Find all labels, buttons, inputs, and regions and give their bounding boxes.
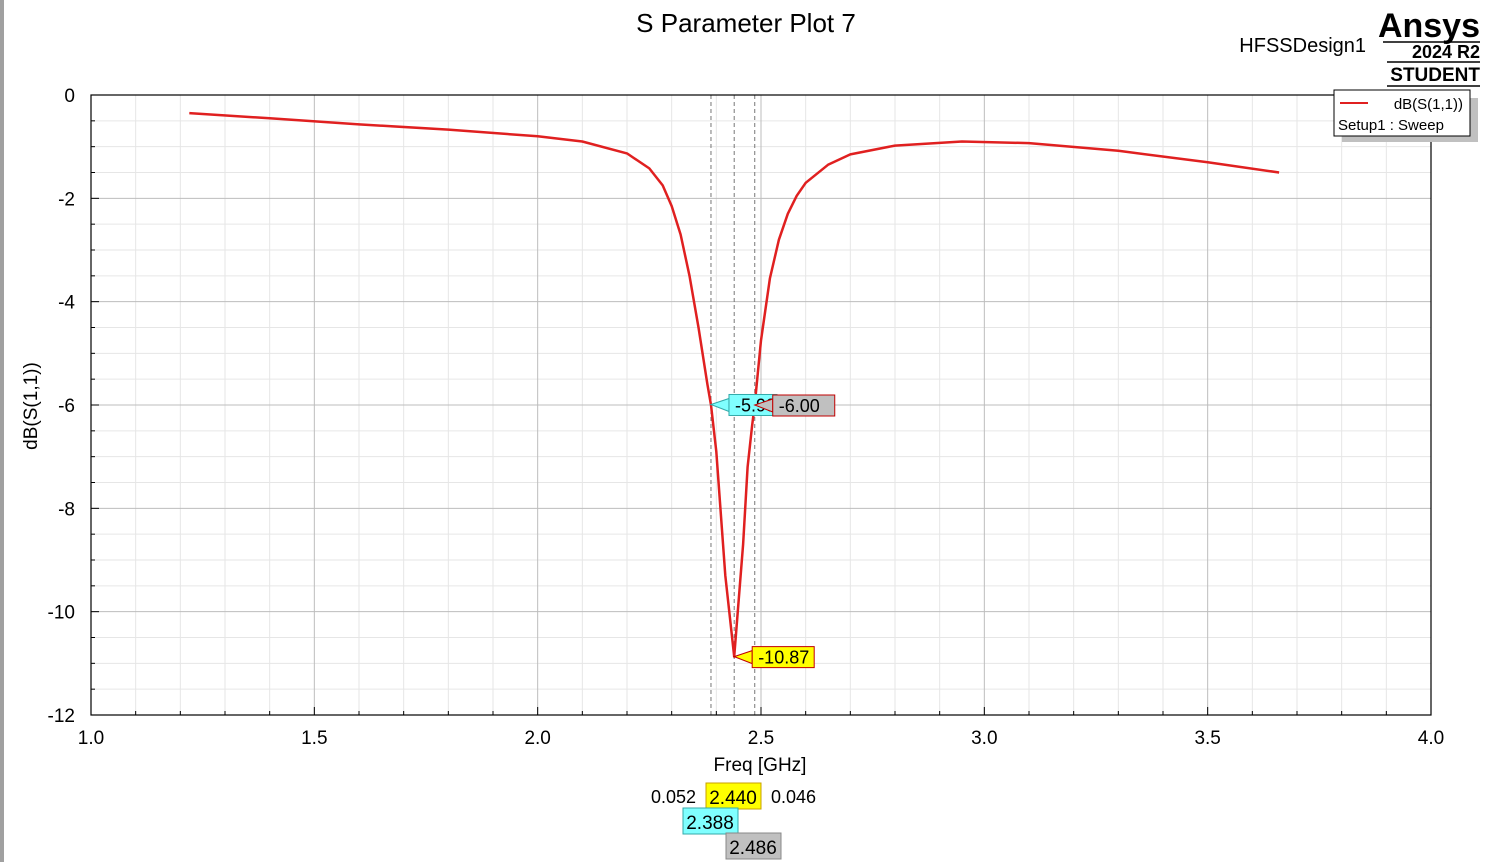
m2-freq-label: 2.388 (686, 813, 734, 834)
x-tick-label: 1.0 (78, 728, 104, 749)
window-edge (0, 0, 4, 862)
m1-freq-label: 2.440 (709, 788, 757, 809)
m3-callout: -6.00 (753, 394, 836, 417)
ansys-logo: Ansys 2024 R2 STUDENT (1378, 7, 1480, 87)
y-tick-label: -8 (58, 499, 75, 520)
y-tick-labels: 0 -2 -4 -6 -8 -10 -12 (48, 86, 76, 727)
y-tick-label: -4 (58, 293, 75, 314)
version-label: 2024 R2 (1412, 42, 1480, 62)
x-tick-labels: 1.0 1.5 2.0 2.5 3.0 3.5 4.0 (78, 728, 1444, 749)
y-tick-label: -6 (58, 396, 75, 417)
chart-title: S Parameter Plot 7 (636, 8, 856, 38)
legend-trace-label: dB(S(1,1)) (1394, 96, 1463, 113)
y-tick-label: 0 (64, 86, 75, 107)
x-tick-label: 1.5 (301, 728, 327, 749)
brand-name: Ansys (1378, 7, 1480, 45)
marker-readouts: 0.052 2.440 0.046 2.388 2.486 (651, 782, 816, 860)
delta-right-label: 0.046 (771, 787, 816, 807)
legend[interactable]: dB(S(1,1)) Setup1 : Sweep (1333, 89, 1478, 142)
y-tick-label: -12 (48, 706, 75, 727)
x-tick-label: 2.5 (748, 728, 774, 749)
delta-left-label: 0.052 (651, 787, 696, 807)
x-tick-label: 4.0 (1418, 728, 1444, 749)
edition-label: STUDENT (1390, 65, 1480, 86)
x-axis-label: Freq [GHz] (714, 755, 807, 776)
design-name: HFSSDesign1 (1239, 35, 1366, 57)
markers-layer: -10.87 -5.99-6.00 (709, 393, 836, 669)
m2-callout: -5.99 (709, 393, 778, 416)
m3-value-label: -6.00 (779, 396, 820, 416)
x-tick-label: 2.0 (524, 728, 550, 749)
y-axis-label: dB(S(1,1)) (21, 362, 42, 450)
series-layer (189, 111, 1280, 658)
m2-freq-box (682, 807, 739, 835)
x-tick-label: 3.0 (971, 728, 997, 749)
plot-frame (90, 94, 1432, 716)
series-line-s11 (189, 111, 1280, 658)
legend-box (1333, 89, 1471, 137)
legend-trace-source: Setup1 : Sweep (1338, 117, 1444, 134)
x-tick-label: 3.5 (1194, 728, 1220, 749)
y-tick-label: -10 (48, 603, 75, 624)
m3-callout-box (772, 394, 836, 417)
m1-callout: -10.87 (732, 646, 815, 669)
m3-freq-box (725, 832, 782, 860)
m1-value-label: -10.87 (758, 648, 809, 668)
m1-freq-box (705, 782, 762, 810)
y-tick-label: -2 (58, 189, 75, 210)
m3-freq-label: 2.486 (729, 838, 777, 859)
m1-callout-box (751, 646, 815, 669)
